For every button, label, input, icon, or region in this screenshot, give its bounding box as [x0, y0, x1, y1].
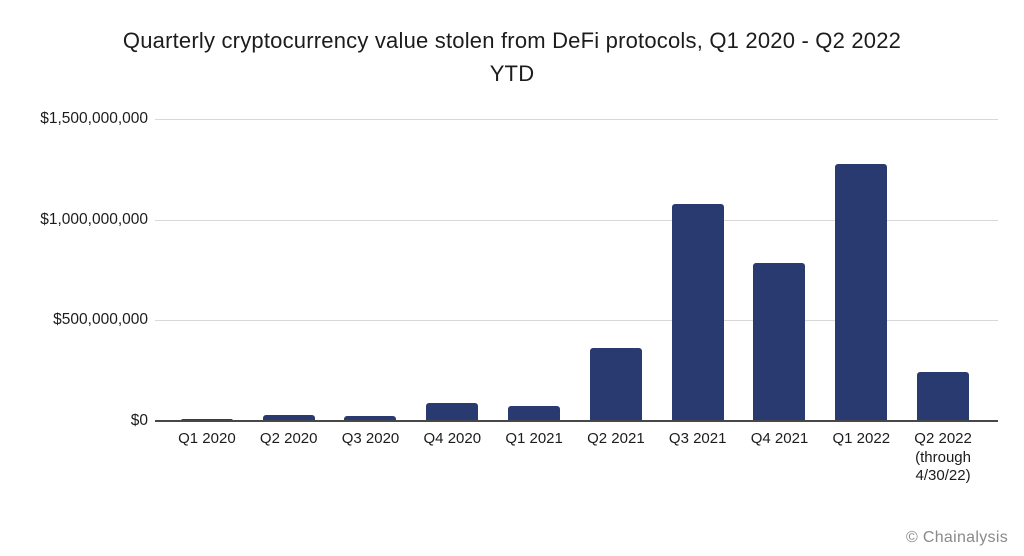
bar-slot: [411, 119, 493, 421]
x-axis-tick-label: Q2 2020: [259, 430, 318, 447]
bar-slot: [902, 119, 984, 421]
gridline-500m: [155, 320, 998, 322]
bars: [166, 119, 984, 421]
x-axis-tick-label: Q4 2020: [423, 430, 482, 447]
x-axis-tick-label: Q3 2021: [668, 430, 727, 447]
chart-title: Quarterly cryptocurrency value stolen fr…: [122, 28, 902, 86]
gridline-1000m: [155, 219, 998, 221]
bar-q3-2020: [344, 416, 397, 421]
bar-q4-2021: [753, 263, 806, 421]
x-axis-tick-label: Q4 2021: [750, 430, 809, 447]
x-axis-tick-label: Q2 2022 (through 4/30/22): [914, 430, 972, 484]
bar-q2-2021: [589, 347, 642, 421]
bar-q1-2021: [508, 406, 561, 421]
x-axis-tick-label: Q1 2022: [832, 430, 891, 447]
y-axis-tick-label: $0: [130, 412, 148, 429]
bar-slot: [820, 119, 902, 421]
bar-q2-2020: [262, 415, 315, 421]
bar-slot: [248, 119, 330, 421]
x-axis-tick-label: Q1 2020: [178, 430, 236, 447]
x-axis-line: [155, 420, 998, 422]
x-axis-tick-label: Q3 2020: [341, 430, 400, 447]
chainalysis-credit: © Chainalysis: [906, 529, 1008, 546]
plot-area: [155, 119, 998, 422]
bar-slot: [166, 119, 248, 421]
bar-q2-2022: [917, 371, 970, 421]
y-axis-tick-label: $1,000,000,000: [40, 210, 148, 228]
x-axis-labels: Q1 2020 Q2 2020 Q3 2020 Q4 2020 Q1 2021 Q2 20…: [166, 430, 984, 486]
y-axis-tick-label: $1,500,000,000: [40, 110, 148, 127]
bar-q3-2021: [671, 203, 724, 421]
x-axis-tick-label: Q1 2021: [505, 430, 563, 447]
bar-slot: [657, 119, 739, 421]
bar-slot: [575, 119, 657, 421]
y-axis-tick-label: $500,000,000: [53, 311, 148, 328]
bar-slot: [493, 119, 575, 421]
gridline-1500m: [155, 119, 998, 120]
bar-q4-2020: [426, 402, 479, 421]
bar-slot: [739, 119, 821, 421]
bar-q1-2022: [835, 164, 888, 421]
bar-slot: [330, 119, 412, 421]
x-axis-tick-label: Q2 2021: [587, 430, 645, 447]
